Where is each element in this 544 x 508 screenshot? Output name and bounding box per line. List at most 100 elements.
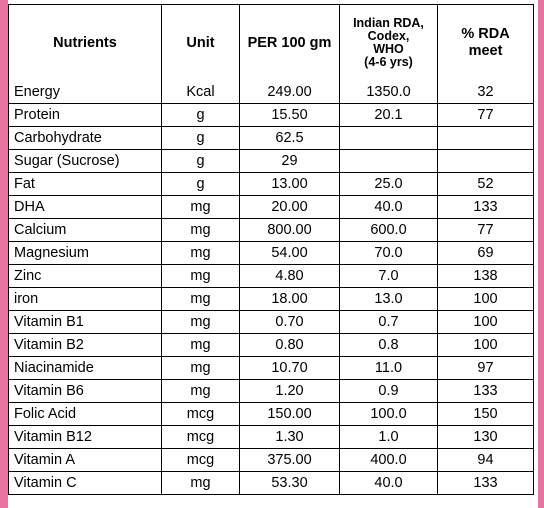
- table-row: Fat g 13.00 25.0 52: [8, 172, 534, 196]
- rda-meet-cell: 77: [437, 218, 534, 242]
- rda-meet-cell: 133: [437, 379, 534, 403]
- per-100-gm-cell: 29: [239, 149, 340, 173]
- rda-meet-cell: 100: [437, 310, 534, 334]
- table-row: Carbohydrate g 62.5: [8, 126, 534, 150]
- nutrient-name-cell: Calcium: [8, 218, 162, 242]
- header-row: Nutrients Unit PER 100 gm Indian RDA, Co…: [8, 4, 534, 81]
- table-row: Energy Kcal 249.00 1350.0 32: [8, 81, 534, 104]
- nutrient-name-cell: Sugar (Sucrose): [8, 149, 162, 173]
- header-rda-meet: % RDA meet: [437, 4, 534, 81]
- table-row: iron mg 18.00 13.0 100: [8, 287, 534, 311]
- rda-meet-cell: 69: [437, 241, 534, 265]
- per-100-gm-cell: 0.70: [239, 310, 340, 334]
- rda-meet-cell: 52: [437, 172, 534, 196]
- per-100-gm-cell: 4.80: [239, 264, 340, 288]
- unit-cell: mcg: [161, 425, 240, 449]
- rda-cell: 100.0: [339, 402, 438, 426]
- per-100-gm-cell: 249.00: [239, 81, 340, 104]
- nutrient-name-cell: Vitamin A: [8, 448, 162, 472]
- unit-cell: mg: [161, 356, 240, 380]
- rda-meet-cell: 100: [437, 287, 534, 311]
- nutrient-name-cell: DHA: [8, 195, 162, 219]
- unit-cell: g: [161, 172, 240, 196]
- per-100-gm-cell: 13.00: [239, 172, 340, 196]
- per-100-gm-cell: 150.00: [239, 402, 340, 426]
- per-100-gm-cell: 800.00: [239, 218, 340, 242]
- unit-cell: g: [161, 126, 240, 150]
- table-body: Energy Kcal 249.00 1350.0 32 Protein g 15.50 20.…: [8, 81, 534, 495]
- rda-meet-cell: 32: [437, 81, 534, 104]
- header-rda-line: Indian RDA,: [353, 16, 424, 30]
- unit-cell: mg: [161, 195, 240, 219]
- nutrient-name-cell: Protein: [8, 103, 162, 127]
- nutrient-name-cell: Energy: [8, 81, 162, 104]
- rda-cell: 25.0: [339, 172, 438, 196]
- header-nutrients: Nutrients: [8, 4, 162, 81]
- table-row: Folic Acid mcg 150.00 100.0 150: [8, 402, 534, 426]
- per-100-gm-cell: 1.20: [239, 379, 340, 403]
- rda-meet-cell: 133: [437, 471, 534, 495]
- nutrient-name-cell: Folic Acid: [8, 402, 162, 426]
- table-row: Vitamin B12 mcg 1.30 1.0 130: [8, 425, 534, 449]
- nutrient-name-cell: Vitamin B2: [8, 333, 162, 357]
- nutrient-name-cell: Vitamin B6: [8, 379, 162, 403]
- per-100-gm-cell: 20.00: [239, 195, 340, 219]
- table-row: DHA mg 20.00 40.0 133: [8, 195, 534, 219]
- table-row: Protein g 15.50 20.1 77: [8, 103, 534, 127]
- header-per-100-gm: PER 100 gm: [239, 4, 340, 81]
- nutrient-name-cell: Vitamin C: [8, 471, 162, 495]
- unit-cell: mg: [161, 218, 240, 242]
- unit-cell: mg: [161, 471, 240, 495]
- rda-meet-cell: 130: [437, 425, 534, 449]
- rda-meet-cell: 77: [437, 103, 534, 127]
- rda-meet-cell: 97: [437, 356, 534, 380]
- rda-cell: 0.9: [339, 379, 438, 403]
- rda-meet-cell: 94: [437, 448, 534, 472]
- unit-cell: mg: [161, 333, 240, 357]
- per-100-gm-cell: 53.30: [239, 471, 340, 495]
- table-row: Niacinamide mg 10.70 11.0 97: [8, 356, 534, 380]
- unit-cell: g: [161, 103, 240, 127]
- header-rda-line: WHO: [373, 42, 404, 56]
- per-100-gm-cell: 10.70: [239, 356, 340, 380]
- header-meet-line: % RDA: [461, 26, 510, 42]
- rda-cell: 11.0: [339, 356, 438, 380]
- nutrient-name-cell: Fat: [8, 172, 162, 196]
- table-row: Magnesium mg 54.00 70.0 69: [8, 241, 534, 265]
- rda-cell: [339, 126, 438, 150]
- unit-cell: g: [161, 149, 240, 173]
- table-row: Vitamin B1 mg 0.70 0.7 100: [8, 310, 534, 334]
- rda-cell: 40.0: [339, 195, 438, 219]
- table-row: Sugar (Sucrose) g 29: [8, 149, 534, 173]
- nutrition-table: Nutrients Unit PER 100 gm Indian RDA, Co…: [8, 4, 534, 495]
- rda-meet-cell: 150: [437, 402, 534, 426]
- table-row: Zinc mg 4.80 7.0 138: [8, 264, 534, 288]
- header-meet-line: meet: [468, 43, 503, 59]
- rda-cell: 1.0: [339, 425, 438, 449]
- rda-cell: 20.1: [339, 103, 438, 127]
- header-indian-rda: Indian RDA, Codex, WHO (4-6 yrs): [339, 4, 438, 81]
- rda-cell: 13.0: [339, 287, 438, 311]
- table-row: Vitamin B6 mg 1.20 0.9 133: [8, 379, 534, 403]
- per-100-gm-cell: 1.30: [239, 425, 340, 449]
- per-100-gm-cell: 18.00: [239, 287, 340, 311]
- rda-cell: 40.0: [339, 471, 438, 495]
- unit-cell: mg: [161, 264, 240, 288]
- nutrient-name-cell: Vitamin B12: [8, 425, 162, 449]
- rda-meet-cell: 100: [437, 333, 534, 357]
- rda-cell: 0.7: [339, 310, 438, 334]
- unit-cell: mg: [161, 241, 240, 265]
- rda-meet-cell: [437, 149, 534, 173]
- unit-cell: mg: [161, 310, 240, 334]
- nutrient-name-cell: Zinc: [8, 264, 162, 288]
- per-100-gm-cell: 54.00: [239, 241, 340, 265]
- rda-cell: 600.0: [339, 218, 438, 242]
- nutrient-name-cell: Niacinamide: [8, 356, 162, 380]
- table-row: Vitamin B2 mg 0.80 0.8 100: [8, 333, 534, 357]
- rda-cell: 1350.0: [339, 81, 438, 104]
- per-100-gm-cell: 15.50: [239, 103, 340, 127]
- rda-cell: 70.0: [339, 241, 438, 265]
- nutrient-name-cell: iron: [8, 287, 162, 311]
